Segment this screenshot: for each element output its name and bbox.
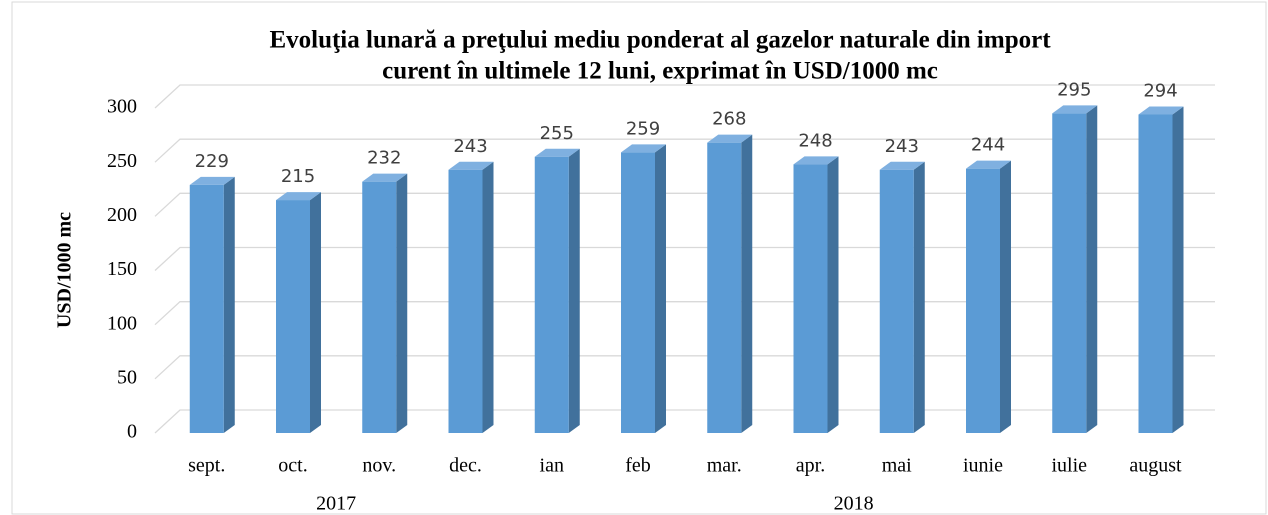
x-tick-label: apr. [796, 455, 825, 477]
bar-side [568, 148, 580, 433]
data-label: 243 [885, 136, 919, 157]
grid-line [154, 192, 1215, 217]
y-axis-label: USD/1000 mc [54, 212, 76, 328]
x-tick-label: iunie [963, 455, 1003, 477]
y-tick-label: 300 [107, 96, 137, 118]
grid-line [154, 301, 1215, 326]
chart-frame [11, 1, 1267, 515]
data-label: 295 [1057, 79, 1091, 100]
bar-top [966, 160, 1011, 169]
data-label: 268 [712, 109, 746, 130]
y-tick-label: 0 [127, 421, 137, 443]
x-tick-label: iulie [1051, 455, 1087, 477]
x-tick-label: mai [882, 455, 912, 477]
bar-top [1052, 105, 1098, 114]
bar-top [276, 192, 321, 201]
data-label: 248 [798, 130, 832, 151]
bar-top [534, 148, 580, 157]
bar [793, 164, 828, 434]
data-label: 294 [1143, 81, 1177, 102]
bar [1052, 113, 1087, 434]
bar-top [362, 173, 408, 182]
bar-side [913, 161, 925, 433]
bar [707, 142, 742, 433]
grid-line [154, 138, 1215, 163]
bar [621, 152, 655, 433]
grid-line [154, 84, 1215, 109]
x-group-label: 2018 [834, 493, 874, 515]
bar-side [1172, 106, 1184, 433]
bar-top [189, 176, 235, 185]
data-label: 243 [453, 136, 487, 157]
bar-side [1000, 160, 1011, 433]
bar-top [793, 156, 839, 165]
bar-side [655, 144, 666, 433]
y-tick-label: 100 [107, 312, 137, 334]
bar-side [396, 173, 408, 433]
y-tick-label: 50 [117, 366, 137, 388]
bar [276, 200, 310, 433]
chart-title: Evoluţia lunară a preţului mediu pondera… [269, 27, 1051, 54]
x-tick-label: ian [540, 455, 564, 477]
bar-top [448, 161, 494, 170]
bar [879, 169, 914, 433]
grid-line [154, 246, 1215, 271]
data-label: 259 [626, 118, 660, 139]
x-tick-label: nov. [362, 455, 396, 477]
bar [362, 181, 397, 433]
bar-side [482, 161, 494, 433]
grid-line [154, 355, 1215, 380]
x-tick-label: oct. [278, 455, 307, 477]
bar [534, 156, 569, 433]
bar [1138, 114, 1173, 433]
data-label: 229 [195, 151, 229, 172]
x-tick-label: feb [625, 455, 651, 477]
bar-side [223, 176, 235, 433]
bar-top [621, 144, 666, 153]
bar-top [879, 161, 925, 170]
bar-side [827, 156, 839, 434]
y-tick-label: 250 [107, 150, 137, 172]
x-tick-label: august [1129, 455, 1182, 477]
chart-title: curent în ultimele 12 luni, exprimat în … [382, 58, 938, 85]
data-label: 244 [971, 135, 1005, 156]
bar-top [707, 134, 753, 143]
bar-side [1086, 105, 1098, 434]
bar [189, 184, 224, 433]
bar-top [1138, 106, 1184, 115]
grid-line [154, 409, 1215, 434]
bar-side [310, 192, 321, 433]
data-label: 255 [540, 123, 574, 144]
x-group-label: 2017 [316, 493, 356, 515]
bar [966, 168, 1000, 433]
bar [448, 169, 483, 433]
data-label: 215 [281, 166, 315, 187]
x-tick-label: sept. [188, 455, 225, 477]
data-label: 232 [367, 148, 401, 169]
bar-side [741, 134, 753, 433]
y-tick-label: 150 [107, 258, 137, 280]
x-tick-label: dec. [449, 455, 482, 477]
x-tick-label: mar. [707, 455, 742, 477]
y-tick-label: 200 [107, 204, 137, 226]
